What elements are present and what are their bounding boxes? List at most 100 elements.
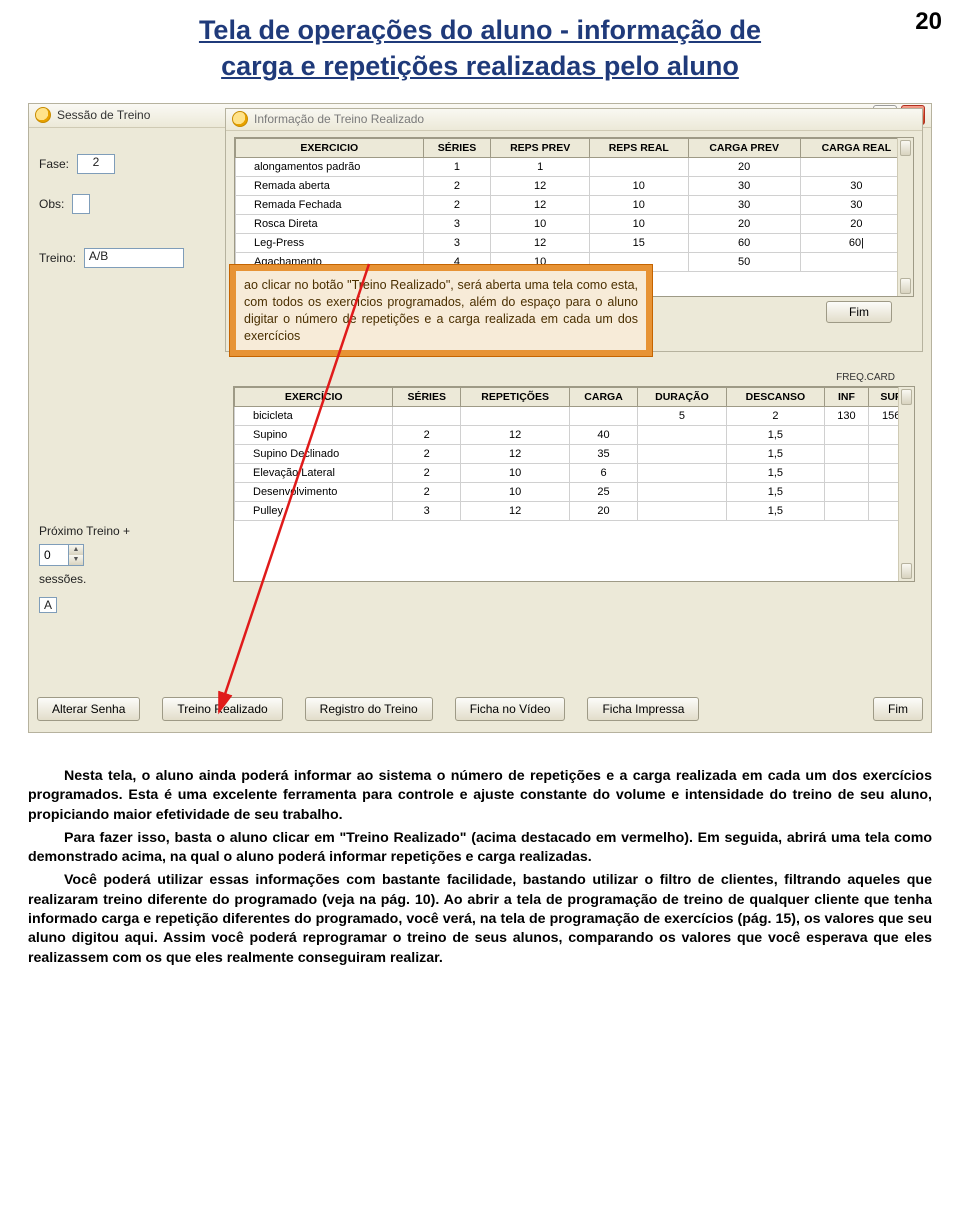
table-cell: 15	[589, 233, 688, 252]
spin-down-icon[interactable]: ▼	[68, 555, 83, 565]
registro-treino-button[interactable]: Registro do Treino	[305, 697, 433, 721]
table-cell: 3	[423, 233, 491, 252]
callout-text: ao clicar no botão "Treino Realizado", s…	[236, 271, 646, 351]
table-cell: 2	[393, 482, 461, 501]
table-cell	[824, 501, 869, 520]
upper-table: EXERCICIOSÉRIESREPS PREVREPS REALCARGA P…	[235, 138, 913, 272]
table-cell: 10	[589, 176, 688, 195]
treino-realizado-button[interactable]: Treino Realizado	[162, 697, 282, 721]
table-cell: 2	[423, 195, 491, 214]
table-row[interactable]: bicicleta52130156	[235, 406, 914, 425]
header-line-2: carga e repetições realizadas pelo aluno	[28, 48, 932, 84]
table-cell	[589, 157, 688, 176]
table-header: SÉRIES	[393, 387, 461, 406]
table-cell: bicicleta	[235, 406, 393, 425]
body-text: Nesta tela, o aluno ainda poderá informa…	[28, 767, 932, 968]
fim-button-inner[interactable]: Fim	[826, 301, 892, 323]
table-cell: 30	[688, 195, 800, 214]
table-cell: 20	[688, 214, 800, 233]
table-cell: 5	[637, 406, 726, 425]
table-row[interactable]: alongamentos padrão1120	[236, 157, 913, 176]
table-cell: Elevação Lateral	[235, 463, 393, 482]
table-cell: 40	[570, 425, 638, 444]
table-row[interactable]: Leg-Press312156060|	[236, 233, 913, 252]
scrollbar-lower[interactable]	[898, 387, 914, 581]
table-cell: 12	[491, 195, 590, 214]
table-header: EXERCICIO	[236, 138, 424, 157]
table-cell: alongamentos padrão	[236, 157, 424, 176]
table-cell	[824, 482, 869, 501]
table-cell: Supino	[235, 425, 393, 444]
table-cell: 1,5	[727, 425, 825, 444]
freq-card-label: FREQ.CARD	[836, 372, 895, 383]
inner-app-icon	[232, 111, 248, 127]
table-row[interactable]: Remada Fechada212103030	[236, 195, 913, 214]
table-cell: 20	[570, 501, 638, 520]
table-cell: Remada Fechada	[236, 195, 424, 214]
table-cell: Rosca Direta	[236, 214, 424, 233]
header-line-1: Tela de operações do aluno - informação …	[28, 12, 932, 48]
table-cell: 10	[491, 214, 590, 233]
scrollbar[interactable]	[897, 138, 913, 296]
lower-area: FREQ.CARD EXERCÍCIOSÉRIESREPETIÇÕESCARGA…	[225, 380, 923, 686]
spin-control[interactable]: ▲▼	[39, 544, 84, 566]
table-cell: 1,5	[727, 463, 825, 482]
ficha-impressa-button[interactable]: Ficha Impressa	[587, 697, 699, 721]
table-cell: 1,5	[727, 444, 825, 463]
table-cell: 10	[461, 482, 570, 501]
table-cell: 10	[589, 214, 688, 233]
table-cell	[637, 444, 726, 463]
table-row[interactable]: Pulley312201,5	[235, 501, 914, 520]
fase-input[interactable]: 2	[77, 154, 115, 174]
table-cell: 20	[800, 214, 912, 233]
table-header: REPETIÇÕES	[461, 387, 570, 406]
table-header: SÉRIES	[423, 138, 491, 157]
fase-label: Fase:	[39, 157, 69, 171]
lower-table: EXERCÍCIOSÉRIESREPETIÇÕESCARGADURAÇÃODES…	[234, 387, 914, 521]
table-row[interactable]: Elevação Lateral21061,5	[235, 463, 914, 482]
table-cell: 6	[570, 463, 638, 482]
page-number: 20	[915, 6, 942, 38]
table-cell: 3	[393, 501, 461, 520]
table-row[interactable]: Supino Declinado212351,5	[235, 444, 914, 463]
outer-window: Sessão de Treino ? X Fase: 2 Obs: Treino…	[28, 103, 932, 733]
table-header: REPS REAL	[589, 138, 688, 157]
screenshot-region: Sessão de Treino ? X Fase: 2 Obs: Treino…	[28, 103, 932, 733]
spin-value[interactable]	[40, 545, 68, 565]
table-cell: 12	[461, 501, 570, 520]
treino-label: Treino:	[39, 251, 76, 265]
fim-button[interactable]: Fim	[873, 697, 923, 721]
obs-cursor[interactable]	[72, 194, 90, 214]
table-cell	[800, 157, 912, 176]
table-cell: 10	[589, 195, 688, 214]
table-cell	[824, 463, 869, 482]
table-cell: 1,5	[727, 482, 825, 501]
table-cell	[824, 444, 869, 463]
treino-input[interactable]: A/B	[84, 248, 184, 268]
table-cell: Supino Declinado	[235, 444, 393, 463]
inner-title: Informação de Treino Realizado	[254, 112, 424, 126]
para-2: Para fazer isso, basta o aluno clicar em…	[28, 829, 932, 868]
table-cell: 1	[423, 157, 491, 176]
ficha-video-button[interactable]: Ficha no Vídeo	[455, 697, 566, 721]
app-icon	[35, 107, 51, 123]
spin-up-icon[interactable]: ▲	[68, 545, 83, 555]
table-row[interactable]: Rosca Direta310102020	[236, 214, 913, 233]
table-header: INF	[824, 387, 869, 406]
alterar-senha-button[interactable]: Alterar Senha	[37, 697, 140, 721]
proximo-label: Próximo Treino +	[39, 524, 130, 538]
left-panel: Fase: 2 Obs: Treino: A/B Próximo Treino …	[29, 128, 219, 732]
table-row[interactable]: Desenvolvimento210251,5	[235, 482, 914, 501]
table-cell	[637, 463, 726, 482]
table-row[interactable]: Supino212401,5	[235, 425, 914, 444]
table-header: CARGA PREV	[688, 138, 800, 157]
table-cell: 1	[491, 157, 590, 176]
table-row[interactable]: Remada aberta212103030	[236, 176, 913, 195]
table-cell	[570, 406, 638, 425]
table-cell: 60|	[800, 233, 912, 252]
para-1: Nesta tela, o aluno ainda poderá informa…	[28, 767, 932, 825]
a-input[interactable]: A	[39, 597, 57, 613]
table-cell: 10	[461, 463, 570, 482]
table-cell: 35	[570, 444, 638, 463]
inner-titlebar: Informação de Treino Realizado	[226, 109, 922, 131]
